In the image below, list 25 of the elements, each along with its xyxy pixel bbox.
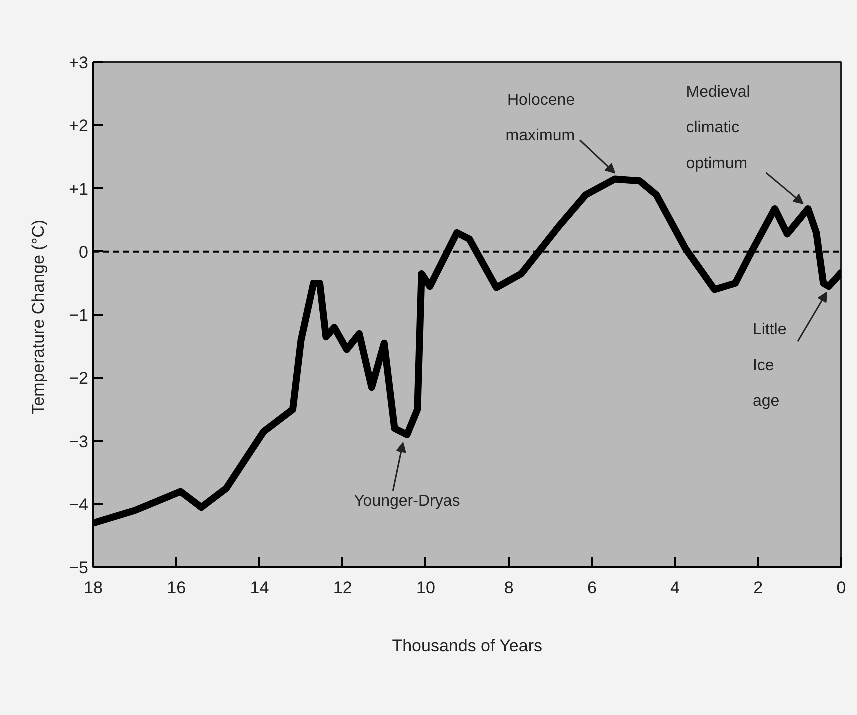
y-tick-label: 0	[79, 242, 89, 262]
y-tick-label: −4	[69, 495, 89, 514]
x-tick-label: 12	[333, 578, 352, 598]
annotation: Younger-Dryas	[354, 492, 460, 510]
x-tick-label: 6	[587, 578, 597, 598]
annotation: Medieval climatic optimum	[686, 84, 750, 172]
x-tick-label: 16	[167, 578, 186, 598]
annotation: Little Ice age	[752, 322, 787, 410]
y-tick-label: −5	[69, 558, 89, 578]
x-axis-title: Thousands of Years	[392, 636, 542, 656]
y-tick-label: −2	[69, 369, 89, 388]
x-tick-label: 14	[250, 578, 270, 598]
annotation: Holocene maximum	[506, 92, 576, 145]
x-tick-label: 4	[670, 578, 680, 598]
y-tick-label: +3	[69, 54, 89, 72]
y-tick-label: −3	[69, 432, 89, 452]
y-tick-label: +2	[69, 116, 89, 136]
x-tick-label: 10	[416, 578, 436, 598]
x-tick-label: 2	[754, 578, 764, 598]
y-axis-title: Temperature Change (°C)	[29, 220, 48, 415]
y-tick-label: −1	[69, 306, 89, 325]
x-tick-label: 8	[504, 578, 514, 598]
x-tick-label: 18	[84, 578, 103, 598]
x-tick-label: 0	[836, 578, 846, 598]
y-tick-label: +1	[69, 180, 89, 199]
